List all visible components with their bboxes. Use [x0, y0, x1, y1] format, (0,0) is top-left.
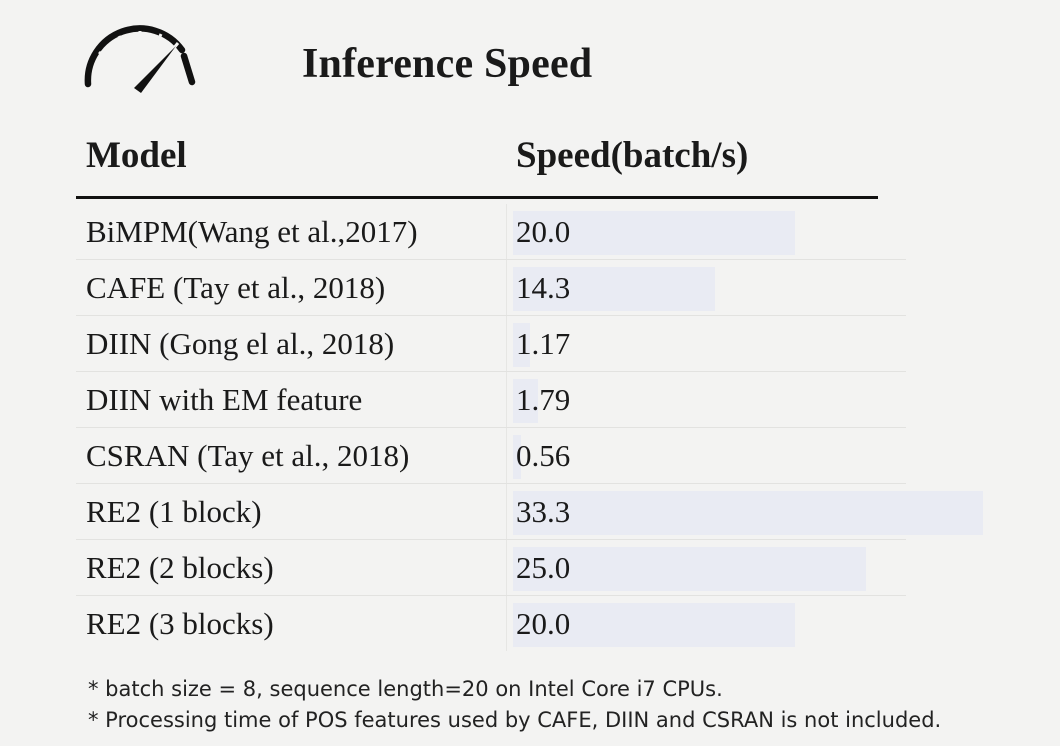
- column-divider: [506, 372, 507, 427]
- table-row: DIIN with EM feature 1.79: [76, 372, 906, 428]
- header-rule: [76, 196, 878, 199]
- column-header-speed: Speed(batch/s): [516, 135, 749, 176]
- model-name: RE2 (2 blocks): [86, 550, 274, 585]
- table-row: DIIN (Gong el al., 2018) 1.17: [76, 316, 906, 372]
- column-divider: [506, 428, 507, 483]
- model-name: BiMPM(Wang et al.,2017): [86, 214, 418, 249]
- speed-value: 1.17: [516, 326, 571, 361]
- speed-bar: [513, 547, 866, 591]
- model-name: CSRAN (Tay et al., 2018): [86, 438, 410, 473]
- speed-value: 0.56: [516, 438, 571, 473]
- column-divider: [506, 596, 507, 651]
- speed-bar: [513, 267, 715, 311]
- column-header-model: Model: [86, 135, 187, 176]
- speed-table: BiMPM(Wang et al.,2017) 20.0 CAFE (Tay e…: [76, 204, 983, 651]
- model-name: DIIN with EM feature: [86, 382, 363, 417]
- column-divider: [506, 204, 507, 259]
- speed-bar: [513, 379, 538, 423]
- table-row: RE2 (2 blocks) 25.0: [76, 540, 906, 596]
- model-name: RE2 (1 block): [86, 494, 262, 529]
- footnote: * Processing time of POS features used b…: [88, 708, 942, 732]
- column-divider: [506, 540, 507, 595]
- table-row: CSRAN (Tay et al., 2018) 0.56: [76, 428, 906, 484]
- speed-value: 20.0: [516, 606, 571, 641]
- model-name: CAFE (Tay et al., 2018): [86, 270, 386, 305]
- speed-value: 1.79: [516, 382, 571, 417]
- table-row: RE2 (3 blocks) 20.0: [76, 596, 906, 651]
- column-divider: [506, 260, 507, 315]
- speed-bar: [513, 211, 795, 255]
- speed-bar: [513, 491, 983, 535]
- speed-bar: [513, 323, 530, 367]
- column-divider: [506, 484, 507, 539]
- table-row: BiMPM(Wang et al.,2017) 20.0: [76, 204, 906, 260]
- speed-value: 33.3: [516, 494, 571, 529]
- speed-value: 14.3: [516, 270, 571, 305]
- model-name: DIIN (Gong el al., 2018): [86, 326, 395, 361]
- table-row: RE2 (1 block) 33.3: [76, 484, 983, 540]
- table-row: CAFE (Tay et al., 2018) 14.3: [76, 260, 906, 316]
- speed-value: 25.0: [516, 550, 571, 585]
- model-name: RE2 (3 blocks): [86, 606, 274, 641]
- speed-value: 20.0: [516, 214, 571, 249]
- speed-bar: [513, 435, 521, 479]
- footnote: * batch size = 8, sequence length=20 on …: [88, 677, 723, 701]
- speedometer-icon: [84, 25, 196, 93]
- column-divider: [506, 316, 507, 371]
- slide-title: Inference Speed: [302, 41, 593, 87]
- speed-bar: [513, 603, 795, 647]
- footnotes: * batch size = 8, sequence length=20 on …: [88, 674, 941, 736]
